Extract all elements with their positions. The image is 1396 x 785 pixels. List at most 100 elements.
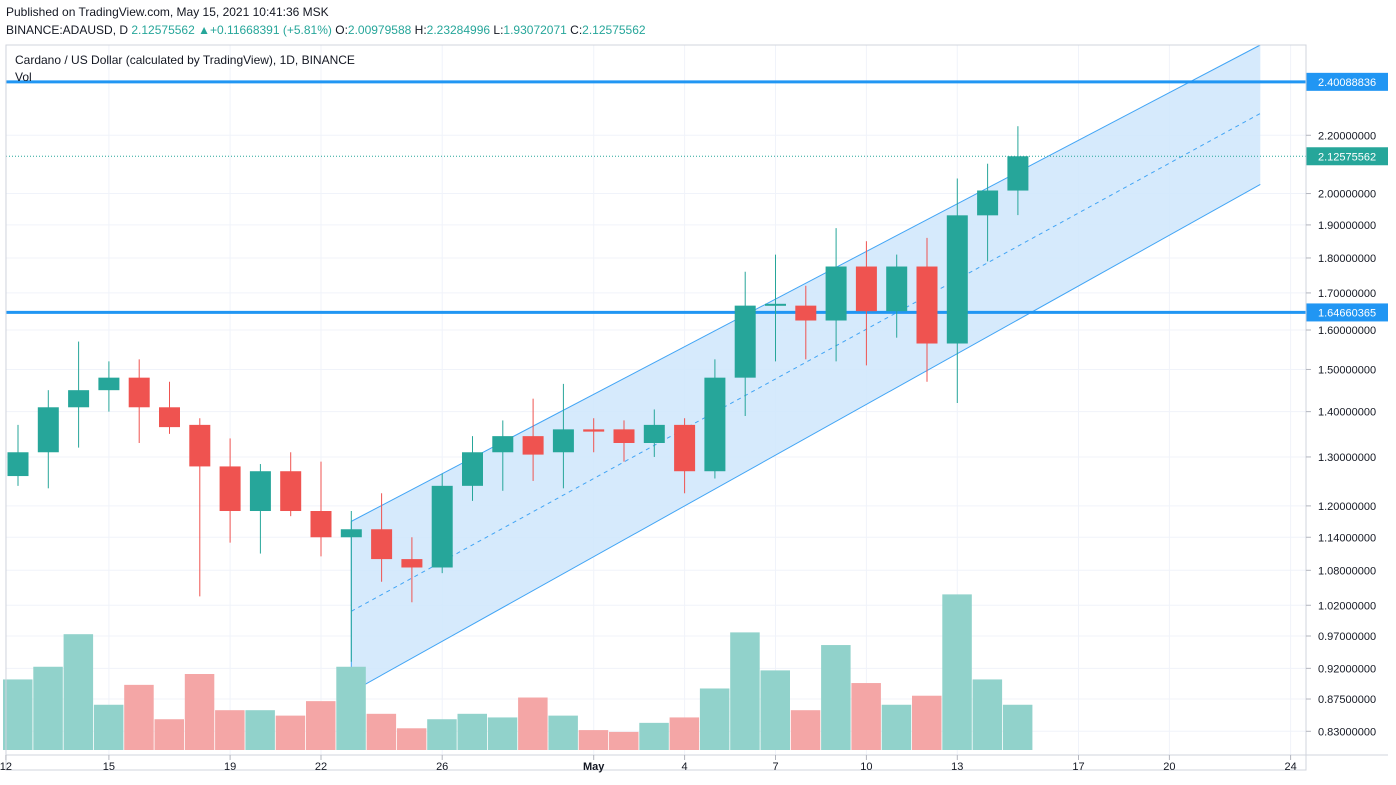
- candle-body: [219, 466, 241, 512]
- volume-bar: [275, 715, 306, 750]
- candle-body: [916, 266, 938, 344]
- price-tick-label: 1.50000000: [1318, 364, 1376, 376]
- date-tick-label: 13: [951, 761, 963, 773]
- price-tick-label: 1.08000000: [1318, 565, 1376, 577]
- candle-body: [431, 485, 453, 568]
- last-price-value: 2.12575562: [131, 23, 195, 37]
- price-tick-label: 1.14000000: [1318, 532, 1376, 544]
- candle-body: [1007, 156, 1029, 191]
- candle-body: [734, 305, 756, 378]
- candle-body: [583, 429, 605, 432]
- candle-body: [401, 559, 423, 568]
- volume-bar: [33, 666, 63, 750]
- candle-body: [795, 305, 817, 321]
- candle-body: [674, 424, 696, 472]
- channel-bottom-line: [351, 184, 1261, 693]
- volume-bar: [881, 704, 912, 750]
- volume-bar: [215, 710, 245, 750]
- open-label: O:: [335, 23, 348, 37]
- candle-body: [371, 529, 393, 560]
- level-price-tag: [1306, 72, 1388, 91]
- candles: [7, 126, 1029, 662]
- date-tick-label: 24: [1284, 761, 1296, 773]
- candle-body: [825, 266, 847, 321]
- volume-bar: [63, 634, 94, 750]
- price-tick-label: 0.92000000: [1318, 663, 1376, 675]
- volume-bar: [609, 731, 639, 750]
- volume-bar: [124, 684, 154, 750]
- candle-body: [946, 215, 968, 344]
- volume-bar: [427, 719, 457, 750]
- price-tick-label: 0.87500000: [1318, 694, 1376, 706]
- date-tick-label: 22: [315, 761, 327, 773]
- published-caption: Published on TradingView.com, May 15, 20…: [6, 5, 329, 19]
- candle-body: [7, 452, 29, 477]
- volume-bar: [366, 713, 397, 750]
- volume-bar: [306, 701, 336, 750]
- last-price-tag: [1306, 147, 1388, 166]
- volume-bar: [972, 679, 1003, 750]
- volume-bar: [578, 730, 609, 750]
- price-tick-label: 1.20000000: [1318, 501, 1376, 513]
- volume-bar: [3, 679, 33, 750]
- low-value: 1.93072071: [503, 23, 567, 37]
- candle-body: [886, 266, 908, 312]
- horizontal-levels[interactable]: 2.40088836 1.64660365 2.12575562: [6, 72, 1388, 322]
- price-tick-label: 1.02000000: [1318, 600, 1376, 612]
- axes: 2.20000000 2.00000000 1.90000000 1.80000000…: [0, 44, 1388, 773]
- volume-bar: [1002, 704, 1033, 750]
- volume-bar: [669, 717, 700, 750]
- volume-bar: [184, 674, 215, 750]
- candle-body: [68, 390, 90, 408]
- chart-title: Cardano / US Dollar (calculated by Tradi…: [15, 53, 355, 67]
- candle-body: [159, 407, 180, 428]
- volume-bar: [396, 728, 427, 750]
- candle-body: [613, 429, 635, 443]
- high-label: H:: [414, 23, 427, 37]
- date-tick-label: 20: [1163, 761, 1175, 773]
- candle-body: [340, 529, 362, 538]
- volume-bars: [3, 594, 1033, 750]
- price-tick-label: 2.00000000: [1318, 189, 1376, 201]
- ohlc-legend: BINANCE:ADAUSD, D 2.12575562 ▲+0.1166839…: [6, 23, 646, 37]
- volume-label: Vol: [15, 70, 32, 84]
- price-tick-label: 2.20000000: [1318, 130, 1376, 142]
- volume-bar: [760, 670, 790, 750]
- candle-body: [280, 471, 302, 512]
- volume-bar: [851, 683, 881, 750]
- low-label: L:: [493, 23, 504, 37]
- date-tick-label: 4: [682, 761, 688, 773]
- up-triangle-icon: ▲: [198, 23, 211, 37]
- candle-body: [522, 436, 544, 455]
- date-tick-label: 7: [772, 761, 778, 773]
- price-tick-label: 1.70000000: [1318, 288, 1376, 300]
- price-tick-label: 1.30000000: [1318, 452, 1376, 464]
- channel-top-line: [351, 44, 1261, 522]
- candle-body: [462, 452, 483, 486]
- volume-bar: [821, 645, 851, 750]
- parallel-channel[interactable]: [350, 44, 1261, 693]
- candle-body: [249, 471, 271, 512]
- change-value: +0.11668391 (+5.81%): [210, 23, 332, 37]
- volume-bar: [699, 688, 730, 750]
- date-tick-label: 15: [103, 761, 115, 773]
- volume-bar: [245, 710, 275, 750]
- channel-mid-line: [351, 112, 1261, 612]
- channel-fill: [351, 45, 1261, 693]
- volume-bar: [154, 719, 184, 750]
- volume-bar: [487, 717, 518, 750]
- candle-body: [552, 429, 574, 453]
- price-tick-label: 0.83000000: [1318, 726, 1376, 738]
- date-tick-label: 19: [224, 761, 236, 773]
- close-label: C:: [570, 23, 583, 37]
- volume-bar: [93, 704, 124, 750]
- date-tick-label: 12: [0, 761, 12, 773]
- date-tick-label: May: [583, 761, 605, 773]
- date-tick-label: 17: [1072, 761, 1084, 773]
- candle-body: [977, 190, 999, 216]
- price-tick-label: 1.90000000: [1318, 220, 1376, 232]
- volume-bar: [639, 722, 669, 750]
- volume-bar: [518, 697, 548, 750]
- level-price-tag: [1306, 303, 1388, 322]
